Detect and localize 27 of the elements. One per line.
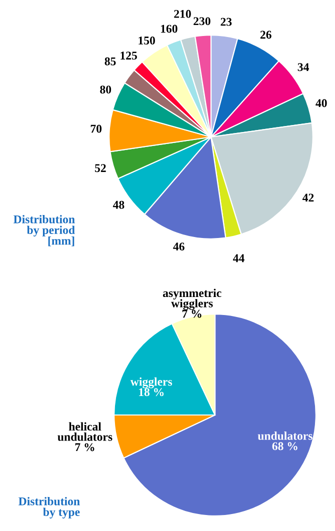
data-label: 7 % [75, 443, 94, 452]
slice-label: 34 [298, 63, 309, 72]
slice-label: 46 [173, 242, 184, 251]
slice-label: 160 [161, 24, 178, 33]
data-label: 18 % [139, 388, 164, 396]
slice-label: 26 [260, 30, 272, 39]
slice-label: 23 [220, 18, 232, 26]
slice-label: 44 [232, 254, 244, 262]
slice-label: 210 [174, 10, 191, 18]
data-label: 68 % [272, 442, 298, 450]
slice-label: 40 [316, 99, 327, 108]
slice-label: undulators [258, 432, 312, 440]
slice-label: 85 [104, 57, 116, 66]
slice-label: 80 [100, 86, 112, 94]
slice-label: 150 [138, 36, 155, 45]
slice-label: 125 [120, 52, 137, 60]
text: Distribution by period [mm] [14, 215, 75, 246]
text: Distribution by type [18, 497, 80, 518]
slice-label: 42 [302, 194, 314, 202]
slice-label: 230 [194, 17, 210, 26]
data-label: 7 % [182, 310, 202, 318]
slice-label: 70 [90, 124, 102, 133]
slice-label: wigglers [130, 377, 172, 388]
slice-label: asymmetric wigglers [162, 288, 222, 310]
slice-label: helical undulators [58, 422, 112, 441]
slice-label: 52 [94, 164, 106, 172]
slice-label: 48 [112, 200, 124, 209]
